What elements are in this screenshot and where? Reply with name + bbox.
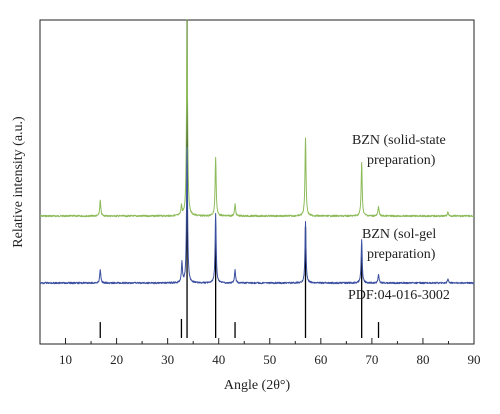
xrd-series-line	[39, 147, 475, 285]
series-label-solid-state-line1: BZN (solid-state	[352, 133, 446, 148]
reference-pattern	[99, 20, 380, 338]
plot-frame	[39, 19, 475, 345]
xrd-series-line	[39, 19, 475, 218]
y-axis-title: Relative intensity (a.u.)	[11, 116, 26, 248]
x-tick-label: 60	[314, 352, 327, 367]
series-label-sol-gel-line1: BZN (sol-gel	[362, 227, 436, 242]
series-label-sol-gel-line2: preparation)	[367, 247, 436, 262]
x-tick-label: 30	[161, 352, 174, 367]
x-axis-title: Angle (2θ°)	[224, 378, 291, 393]
x-axis: 10 20 30 40 50 60 70 80 90	[39, 338, 481, 367]
series-label-solid-state-line2: preparation)	[367, 153, 436, 168]
x-tick-label: 70	[365, 352, 378, 367]
series-layer	[39, 19, 475, 285]
x-tick-label: 10	[59, 352, 72, 367]
x-tick-label: 20	[110, 352, 123, 367]
reference-label: PDF:04-016-3002	[348, 288, 450, 303]
x-tick-label: 40	[212, 352, 225, 367]
x-tick-label: 90	[468, 352, 481, 367]
x-tick-label: 80	[416, 352, 429, 367]
x-tick-label: 50	[263, 352, 276, 367]
